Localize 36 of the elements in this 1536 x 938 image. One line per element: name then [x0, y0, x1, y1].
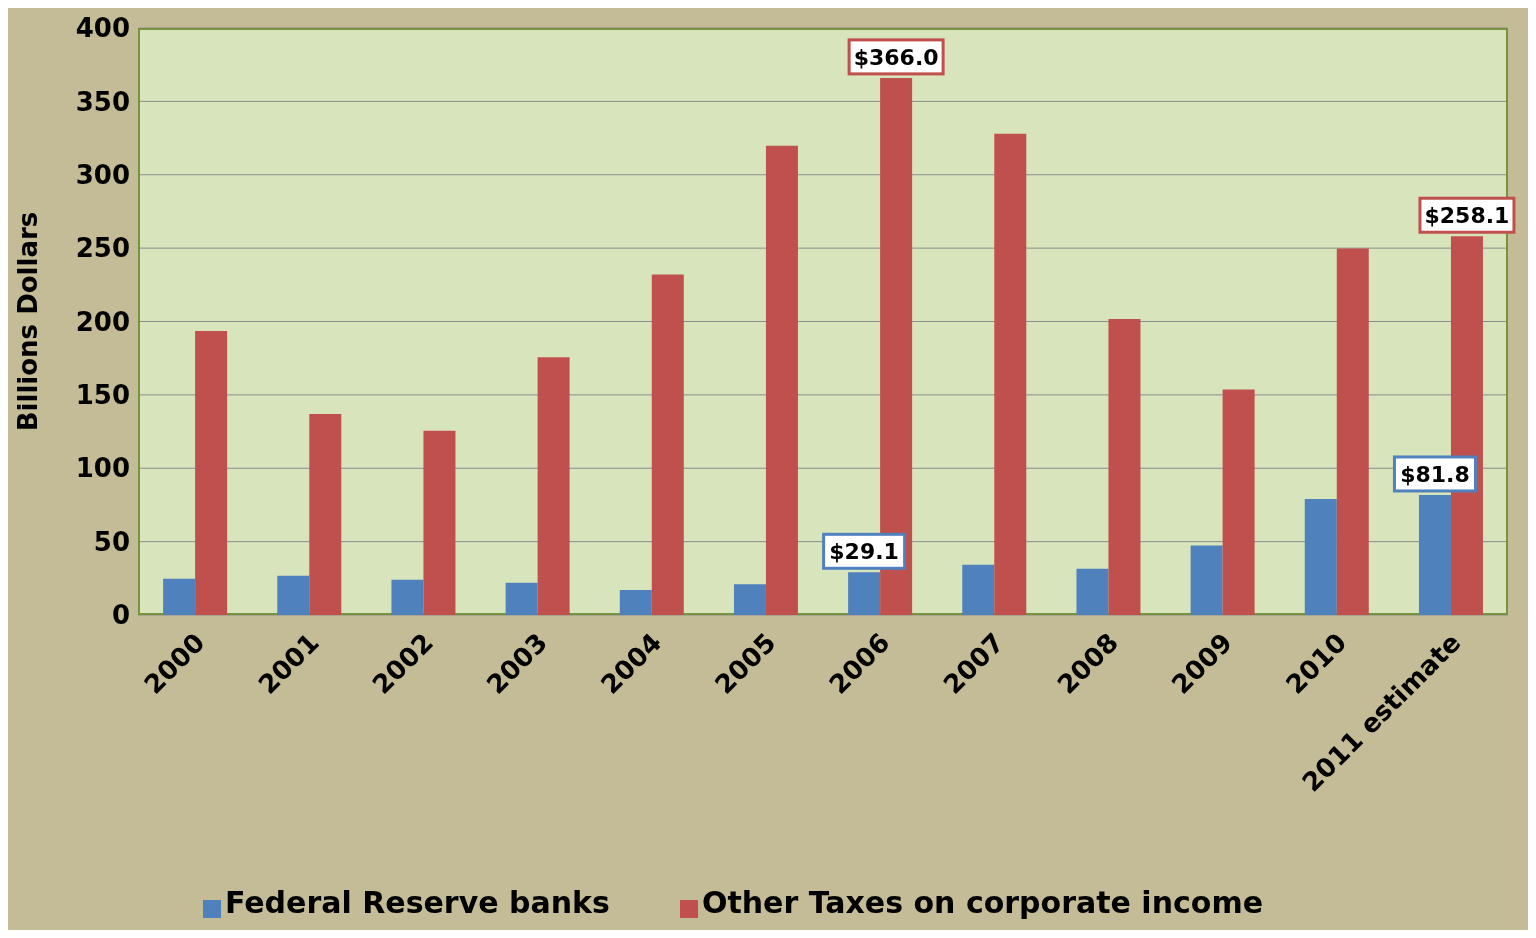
bar [994, 133, 1027, 615]
bar [1304, 499, 1337, 615]
y-tick-label: 0 [111, 600, 130, 631]
y-tick-label: 350 [75, 86, 130, 117]
data-label: $81.8 [1400, 461, 1470, 487]
y-axis-title: Billions Dollars [13, 211, 44, 432]
bar [962, 564, 995, 615]
data-label: $366.0 [853, 44, 939, 70]
bar [1222, 389, 1255, 615]
bar [651, 274, 684, 615]
bar [1190, 545, 1223, 615]
y-tick-label: 50 [93, 526, 130, 557]
y-tick-label: 100 [75, 453, 130, 484]
data-label: $29.1 [829, 539, 899, 565]
bar [619, 590, 652, 615]
data-label: $258.1 [1424, 203, 1510, 229]
bar [765, 145, 798, 615]
bar [309, 413, 342, 615]
legend-label: Other Taxes on corporate income [701, 885, 1263, 920]
bar [163, 578, 196, 615]
bar [733, 584, 766, 615]
y-tick-label: 300 [75, 159, 130, 190]
y-tick-label: 400 [75, 13, 130, 44]
bar [1076, 568, 1109, 615]
y-tick-label: 250 [75, 233, 130, 264]
bar [423, 430, 456, 615]
bar [1336, 248, 1369, 615]
bar [391, 579, 424, 615]
legend-label: Federal Reserve banks [224, 885, 610, 920]
bar [195, 331, 228, 615]
y-tick-label: 150 [75, 380, 130, 411]
y-tick-label: 200 [75, 306, 130, 337]
bar [537, 357, 570, 615]
bar [1108, 319, 1141, 615]
bar [505, 582, 538, 615]
bar [277, 575, 310, 615]
